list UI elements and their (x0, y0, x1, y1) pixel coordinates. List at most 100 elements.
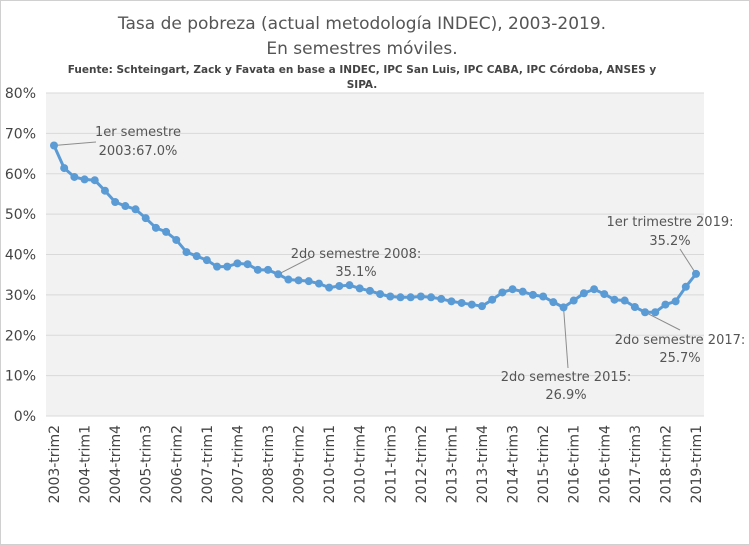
data-point (579, 289, 588, 298)
y-tick-label: 0% (14, 409, 36, 425)
data-point (172, 235, 181, 244)
data-point (182, 248, 191, 257)
annotation-label: 2003:67.0% (99, 144, 178, 159)
x-tick-label: 2008-trim3 (261, 425, 277, 503)
chart-title-line2: En semestres móviles. (266, 39, 457, 59)
annotation-leader (53, 141, 97, 146)
data-point (692, 269, 700, 278)
data-point (569, 296, 578, 305)
x-tick-label: 2007-trim1 (200, 425, 216, 503)
data-point (50, 141, 58, 150)
y-tick-label: 20% (5, 328, 36, 344)
annotation-label: 25.7% (659, 351, 700, 366)
y-tick-label: 40% (5, 248, 36, 264)
annotation-label: 1er trimestre 2019: (607, 215, 734, 230)
x-tick-label: 2018-trim2 (658, 425, 674, 503)
data-point (314, 279, 323, 288)
data-point (223, 262, 232, 271)
annotation-label: 2do semestre 2015: (501, 370, 632, 385)
x-tick-label: 2011-trim3 (383, 425, 399, 503)
annotation-leaders (53, 141, 697, 369)
y-axis: 0% 10% 20% 30% 40% 50% 60% 70% 80% (5, 86, 36, 425)
annotation-leader (644, 311, 681, 331)
chart-title-line1: Tasa de pobreza (actual metodología INDE… (117, 14, 606, 34)
annotation-label: 2do semestre 2008: (291, 247, 422, 262)
data-point (478, 302, 486, 311)
data-point (264, 265, 272, 274)
data-point (498, 288, 507, 297)
data-point (406, 293, 415, 302)
data-point (121, 202, 130, 211)
data-point (192, 252, 201, 261)
data-point (131, 205, 140, 214)
data-point (600, 290, 609, 299)
data-point (274, 270, 283, 279)
x-tick-label: 2017-trim3 (628, 425, 644, 503)
data-point (90, 176, 99, 185)
x-axis: 2003-trim2 2004-trim1 2004-trim4 2005-trim3… (47, 425, 705, 503)
data-point (427, 293, 436, 302)
data-point (162, 227, 171, 236)
data-point (559, 303, 568, 312)
data-point (80, 175, 89, 184)
x-tick-label: 2014-trim3 (506, 425, 522, 503)
data-point (620, 296, 629, 305)
y-tick-label: 50% (5, 207, 36, 223)
annotation-label: 1er semestre (95, 125, 181, 140)
data-point (671, 297, 680, 306)
data-point (294, 276, 303, 285)
data-point (467, 300, 476, 309)
data-point (253, 265, 262, 274)
data-point (518, 287, 527, 296)
data-point (549, 298, 558, 307)
x-tick-label: 2004-trim1 (78, 425, 94, 503)
data-point (213, 262, 222, 271)
data-point (630, 302, 639, 311)
data-point (386, 292, 395, 301)
series-line (52, 144, 698, 314)
x-tick-label: 2016-trim4 (597, 425, 613, 503)
annotation-leader (277, 257, 311, 275)
data-point (202, 256, 211, 265)
data-point (141, 214, 150, 223)
gridlines (46, 92, 704, 417)
x-tick-label: 2010-trim1 (322, 425, 338, 503)
data-point (60, 164, 69, 173)
annotation-leader (563, 307, 569, 369)
annotation-label: 35.1% (335, 265, 376, 280)
series-points (50, 141, 700, 317)
data-point (355, 284, 364, 293)
annotation-label: 35.2% (649, 234, 690, 249)
data-point (151, 223, 160, 232)
data-point (641, 308, 650, 317)
data-point (681, 282, 690, 291)
annotation-label: 2do semestre 2017: (615, 333, 746, 348)
data-point (345, 281, 354, 290)
x-tick-label: 2009-trim2 (292, 425, 308, 503)
data-point (325, 283, 334, 292)
data-point (437, 294, 446, 303)
data-point (70, 172, 79, 181)
data-point (376, 290, 385, 299)
x-tick-label: 2007-trim4 (230, 425, 246, 503)
x-tick-label: 2005-trim3 (139, 425, 155, 503)
y-tick-label: 60% (5, 167, 36, 183)
data-point (457, 298, 466, 307)
y-tick-label: 80% (5, 86, 36, 102)
x-tick-label: 2003-trim2 (47, 425, 63, 503)
data-point (365, 286, 374, 295)
x-tick-label: 2019-trim1 (689, 425, 705, 503)
y-tick-label: 70% (5, 126, 36, 142)
annotations: 1er semestre 2003:67.0% 2do semestre 2008:… (95, 125, 745, 403)
data-point (243, 260, 252, 269)
data-point (488, 295, 497, 304)
data-point (508, 285, 517, 294)
data-point (651, 308, 660, 317)
x-tick-label: 2012-trim2 (414, 425, 430, 503)
x-tick-label: 2013-trim4 (475, 425, 491, 503)
x-tick-label: 2004-trim4 (108, 425, 124, 503)
chart-source-line1: Fuente: Schteingart, Zack y Favata en ba… (68, 64, 657, 76)
x-tick-label: 2015-trim2 (536, 425, 552, 503)
data-point (111, 198, 120, 207)
